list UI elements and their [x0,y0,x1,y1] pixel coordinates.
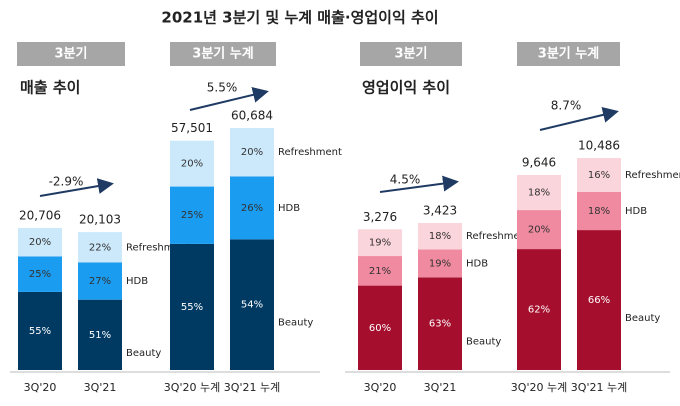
total-label: 57,501 [171,121,213,135]
segment-label: 54% [241,300,263,311]
legend-label: HDB [126,276,148,287]
bar-segment [18,256,62,292]
total-label: 3,276 [363,210,397,224]
bar-segment [517,210,561,250]
page-title: 2021년 3분기 및 누계 매출·영업이익 추이 [161,9,438,27]
bar-segment [78,262,122,300]
bar-segment [517,174,561,211]
bar-segment [418,223,462,250]
heading: 3분기 [55,47,88,62]
total-label: 10,486 [578,139,620,153]
bar-segment [18,228,62,257]
heading-box [17,42,125,66]
segment-label: 20% [29,237,51,248]
segment-label: 27% [89,276,111,287]
total-label: 60,684 [231,109,273,123]
bar-segment [418,249,462,278]
x-tick-label: 3Q'20 [24,381,57,394]
total-label: 20,103 [79,213,121,227]
segment-label: 16% [588,170,610,181]
change-label: 8.7% [551,99,582,113]
segment-label: 51% [89,330,111,341]
bar-segment [230,176,274,240]
segment-label: 60% [369,323,391,334]
heading: 3분기 누계 [192,47,253,62]
total-label: 3,423 [423,204,457,218]
legend-label: Refreshment [126,242,190,253]
total-label: 20,706 [19,209,61,223]
change-label: 4.5% [390,173,421,187]
segment-label: 18% [588,206,610,217]
x-tick-label: 3Q'21 누계 [571,381,627,394]
segment-label: 55% [29,326,51,337]
x-tick-label: 3Q'20 누계 [511,381,567,394]
heading: 3분기 [395,47,428,62]
bar-segment [18,291,62,370]
legend-label: HDB [466,258,488,269]
bar-segment [418,277,462,370]
segment-label: 20% [181,159,203,170]
segment-label: 20% [528,225,550,236]
bar-segment [577,158,621,192]
panel-subtitle: 매출 추이 [20,79,80,97]
segment-label: 62% [528,305,550,316]
x-tick-label: 3Q'20 누계 [164,381,220,394]
segment-label: 63% [429,319,451,330]
legend-label: Refreshment [625,170,680,181]
bar-segment [170,243,214,370]
segment-label: 66% [588,295,610,306]
panel-subtitle: 영업이익 추이 [362,79,450,97]
change-arrow [189,87,269,111]
change-arrow [539,107,619,131]
segment-label: 20% [241,147,263,158]
legend-label: Beauty [466,337,501,348]
x-tick-label: 3Q'21 [424,381,457,394]
change-arrow [379,175,459,193]
total-label: 9,646 [522,155,556,169]
bar-segment [358,285,402,370]
legend-label: Beauty [278,318,313,329]
segment-label: 19% [369,238,391,249]
change-label: -2.9% [49,175,84,189]
legend-label: HDB [278,203,300,214]
segment-label: 55% [181,302,203,313]
heading-box [170,42,276,66]
bar-segment [170,140,214,187]
legend-label: Refreshment [278,147,342,158]
legend-label: Refreshment [466,231,530,242]
heading: 3분기 누계 [538,47,599,62]
legend-label: Beauty [625,313,660,324]
segment-label: 18% [429,231,451,242]
bar-segment [170,186,214,244]
segment-label: 25% [181,210,203,221]
segment-label: 26% [241,203,263,214]
segment-label: 18% [528,188,550,199]
change-arrow [39,178,114,197]
change-label: 5.5% [207,81,238,95]
x-tick-label: 3Q'21 [84,381,117,394]
bar-segment [358,256,402,286]
segment-label: 21% [369,266,391,277]
bar-segment [358,229,402,257]
segment-label: 25% [29,269,51,280]
bar-segment [577,230,621,370]
legend-label: HDB [625,206,647,217]
bar-segment [230,239,274,370]
segment-label: 22% [89,242,111,253]
segment-label: 19% [429,258,451,269]
x-tick-label: 3Q'20 [364,381,397,394]
heading-box [360,42,462,66]
x-tick-label: 3Q'21 누계 [224,381,280,394]
heading-box [517,42,620,66]
bar-segment [78,232,122,263]
bar-segment [78,299,122,370]
bar-segment [230,128,274,177]
bar-segment [517,249,561,370]
bar-segment [577,191,621,231]
legend-label: Beauty [126,348,161,359]
